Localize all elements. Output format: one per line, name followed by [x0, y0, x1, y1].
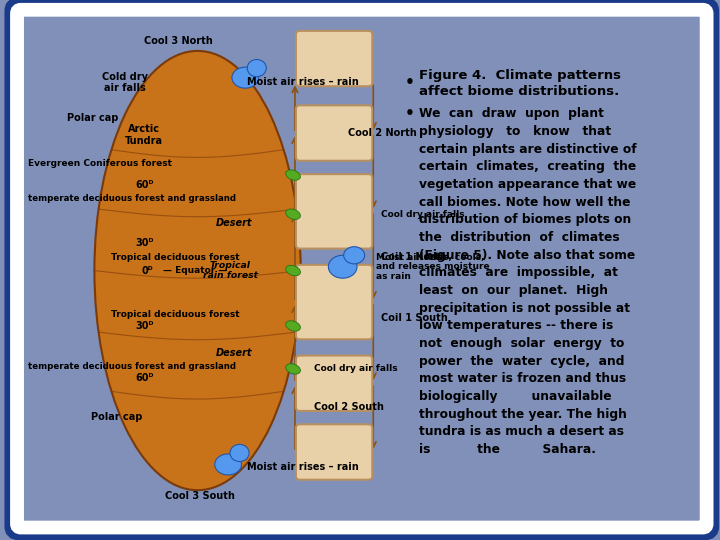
Text: physiology   to   know   that: physiology to know that	[419, 125, 611, 138]
Text: is           the          Sahara.: is the Sahara.	[419, 443, 596, 456]
Ellipse shape	[286, 170, 300, 180]
Text: affect biome distributions.: affect biome distributions.	[419, 85, 619, 98]
Text: the  distribution  of  climates: the distribution of climates	[419, 231, 620, 244]
Text: low temperatures -- there is: low temperatures -- there is	[419, 320, 613, 333]
Ellipse shape	[230, 444, 249, 462]
Text: 30ᴰ: 30ᴰ	[135, 238, 153, 248]
Text: Polar cap: Polar cap	[91, 411, 142, 422]
Text: Cool dry air falls: Cool dry air falls	[314, 364, 397, 374]
Text: vegetation appearance that we: vegetation appearance that we	[419, 178, 636, 191]
Ellipse shape	[247, 59, 266, 77]
Text: Desert: Desert	[215, 348, 252, 357]
Text: as rain: as rain	[376, 272, 411, 281]
Text: Tropical
rain forest: Tropical rain forest	[202, 261, 258, 280]
Text: distribution of biomes plots on: distribution of biomes plots on	[419, 213, 631, 226]
Text: Arctic
Tundra: Arctic Tundra	[125, 124, 163, 146]
Text: 0ᴰ: 0ᴰ	[142, 266, 153, 275]
FancyBboxPatch shape	[296, 174, 372, 248]
Text: Cool dry air falls: Cool dry air falls	[381, 210, 464, 219]
Text: certain  climates,  creating  the: certain climates, creating the	[419, 160, 636, 173]
Ellipse shape	[215, 454, 241, 475]
Text: Tropical deciduous forest: Tropical deciduous forest	[112, 310, 240, 319]
Text: precipitation is not possible at: precipitation is not possible at	[419, 302, 630, 315]
Text: not  enough  solar  energy  to: not enough solar energy to	[419, 337, 624, 350]
FancyBboxPatch shape	[296, 105, 372, 161]
Text: Figure 4.  Climate patterns: Figure 4. Climate patterns	[419, 69, 621, 82]
Text: 60ᴰ: 60ᴰ	[135, 180, 153, 190]
Ellipse shape	[286, 209, 300, 219]
Text: certain plants are distinctive of: certain plants are distinctive of	[419, 143, 636, 156]
Text: 60ᴰ: 60ᴰ	[135, 374, 153, 383]
Text: climates  are  impossible,  at: climates are impossible, at	[419, 266, 618, 279]
Text: Polar cap: Polar cap	[67, 113, 118, 123]
Ellipse shape	[94, 51, 301, 490]
Text: — Equator —: — Equator —	[163, 266, 228, 275]
Text: least  on  our  planet.  High: least on our planet. High	[419, 284, 608, 297]
FancyBboxPatch shape	[296, 424, 372, 480]
Text: temperate deciduous forest and grassland: temperate deciduous forest and grassland	[27, 194, 235, 204]
Ellipse shape	[328, 255, 357, 278]
Text: Tropical deciduous forest: Tropical deciduous forest	[112, 253, 240, 262]
Text: Desert: Desert	[215, 218, 252, 228]
Text: temperate deciduous forest and grassland: temperate deciduous forest and grassland	[27, 362, 235, 370]
Text: most water is frozen and thus: most water is frozen and thus	[419, 373, 626, 386]
Ellipse shape	[286, 321, 300, 331]
Ellipse shape	[232, 67, 258, 88]
Text: Cool 2 North: Cool 2 North	[348, 128, 417, 138]
Text: Moist air rises, cools,: Moist air rises, cools,	[376, 253, 485, 262]
Text: throughout the year. The high: throughout the year. The high	[419, 408, 627, 421]
Ellipse shape	[286, 265, 300, 276]
Text: We  can  draw  upon  plant: We can draw upon plant	[419, 107, 604, 120]
Text: Moist air rises – rain: Moist air rises – rain	[247, 462, 359, 472]
Text: Moist air rises – rain: Moist air rises – rain	[247, 77, 359, 87]
Text: Evergreen Coniferous forest: Evergreen Coniferous forest	[27, 159, 171, 168]
FancyBboxPatch shape	[296, 265, 372, 339]
Text: Cool 3 South: Cool 3 South	[164, 491, 235, 501]
Text: Cool 3 North: Cool 3 North	[144, 36, 213, 46]
Text: 30ᴰ: 30ᴰ	[135, 321, 153, 331]
Text: Coil 1 North: Coil 1 North	[381, 252, 446, 262]
Text: and releases moisture: and releases moisture	[376, 262, 490, 271]
Ellipse shape	[343, 247, 364, 264]
Text: biologically        unavailable: biologically unavailable	[419, 390, 612, 403]
Text: tundra is as much a desert as: tundra is as much a desert as	[419, 426, 624, 438]
Text: Cool 2 South: Cool 2 South	[314, 402, 384, 412]
Text: call biomes. Note how well the: call biomes. Note how well the	[419, 196, 631, 209]
FancyBboxPatch shape	[296, 355, 372, 411]
Text: Coil 1 South: Coil 1 South	[381, 313, 448, 323]
Text: •: •	[405, 106, 415, 122]
Ellipse shape	[286, 364, 300, 374]
Text: (Figure 5). Note also that some: (Figure 5). Note also that some	[419, 249, 635, 262]
Text: Cold dry
air falls: Cold dry air falls	[102, 72, 148, 93]
FancyBboxPatch shape	[296, 31, 372, 86]
Text: power  the  water  cycle,  and: power the water cycle, and	[419, 355, 625, 368]
Text: •: •	[405, 75, 415, 90]
